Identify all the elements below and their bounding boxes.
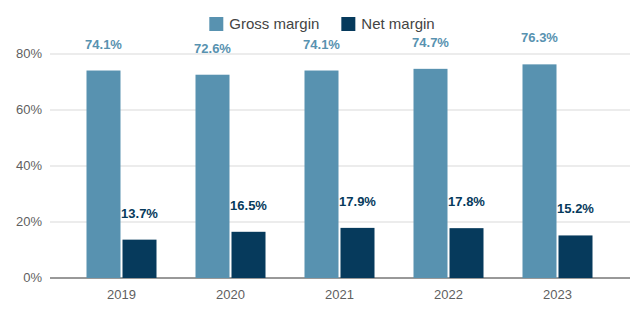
x-tick-label: 2019 bbox=[107, 287, 136, 302]
y-tick-label: 80% bbox=[16, 46, 42, 61]
x-tick-label: 2023 bbox=[543, 287, 572, 302]
grid-line bbox=[50, 54, 630, 55]
data-label: 13.7% bbox=[121, 206, 158, 221]
bar bbox=[196, 75, 230, 278]
legend-swatch bbox=[209, 17, 223, 31]
data-label: 16.5% bbox=[230, 198, 267, 213]
y-tick-label: 60% bbox=[16, 102, 42, 117]
legend-label: Net margin bbox=[361, 15, 434, 32]
bar bbox=[305, 71, 339, 278]
data-label: 15.2% bbox=[557, 201, 594, 216]
data-label: 74.1% bbox=[85, 37, 122, 52]
bar bbox=[414, 69, 448, 278]
chart: 0% 20% 40% 60% 80% 74.1% 13.7% 72.6% 16.5% 74.1% 1… bbox=[0, 0, 644, 318]
data-label: 74.7% bbox=[412, 35, 449, 50]
y-tick-label: 40% bbox=[16, 158, 42, 173]
data-labels: 74.1% 13.7% 72.6% 16.5% 74.1% 17.9% 74.7% 17.8%… bbox=[85, 30, 594, 220]
bar bbox=[559, 235, 593, 278]
bar bbox=[523, 64, 557, 278]
data-label: 72.6% bbox=[194, 41, 231, 56]
x-tick-label: 2021 bbox=[325, 287, 354, 302]
bar bbox=[341, 228, 375, 278]
x-tick-label: 2022 bbox=[434, 287, 463, 302]
bar bbox=[87, 71, 121, 278]
bar bbox=[232, 232, 266, 278]
legend-swatch bbox=[341, 17, 355, 31]
bar bbox=[450, 228, 484, 278]
y-tick-label: 20% bbox=[16, 214, 42, 229]
bar bbox=[123, 240, 157, 278]
data-label: 74.1% bbox=[303, 37, 340, 52]
data-label: 17.8% bbox=[448, 194, 485, 209]
bars bbox=[87, 64, 593, 278]
data-label: 17.9% bbox=[339, 194, 376, 209]
data-label: 76.3% bbox=[521, 30, 558, 45]
legend-label: Gross margin bbox=[229, 15, 319, 32]
y-tick-label: 0% bbox=[23, 270, 42, 285]
legend: Gross margin Net margin bbox=[209, 15, 434, 32]
x-tick-label: 2020 bbox=[216, 287, 245, 302]
